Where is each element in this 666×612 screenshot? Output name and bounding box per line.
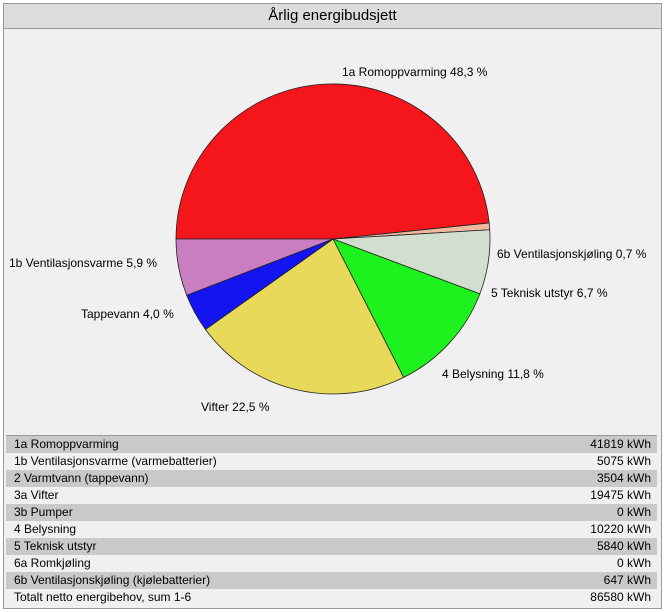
row-value: 19475 kWh bbox=[590, 488, 651, 502]
pie-chart-area: 1a Romoppvarming 48,3 % 6b Ventilasjonskj… bbox=[4, 29, 661, 434]
row-value: 0 kWh bbox=[616, 556, 651, 570]
row-label: 1b Ventilasjonsvarme (varmebatterier) bbox=[14, 454, 217, 468]
pie-slice-label: 6b Ventilasjonskjøling 0,7 % bbox=[497, 247, 647, 261]
row-label: 2 Varmtvann (tappevann) bbox=[14, 471, 149, 485]
row-value: 86580 kWh bbox=[590, 590, 651, 604]
table-row: 2 Varmtvann (tappevann) 3504 kWh bbox=[6, 470, 657, 487]
row-label: 6a Romkjøling bbox=[14, 556, 91, 570]
energy-table: 1a Romoppvarming 41819 kWh 1b Ventilasjons… bbox=[6, 435, 657, 606]
table-row: 5 Teknisk utstyr 5840 kWh bbox=[6, 538, 657, 555]
table-row: 6b Ventilasjonskjøling (kjølebatterier) 6… bbox=[6, 572, 657, 589]
table-row: 3b Pumper 0 kWh bbox=[6, 504, 657, 521]
pie-slice-label: 5 Teknisk utstyr 6,7 % bbox=[491, 286, 608, 300]
row-label: 1a Romoppvarming bbox=[14, 437, 119, 451]
row-value: 5840 kWh bbox=[596, 539, 651, 553]
row-label: 3a Vifter bbox=[14, 488, 59, 502]
row-label: 3b Pumper bbox=[14, 505, 73, 519]
pie-slice-label: 4 Belysning 11,8 % bbox=[442, 367, 544, 381]
table-row: 6a Romkjøling 0 kWh bbox=[6, 555, 657, 572]
panel-title: Årlig energibudsjett bbox=[4, 4, 661, 29]
pie-slice-label: 1a Romoppvarming 48,3 % bbox=[342, 65, 488, 79]
row-value: 0 kWh bbox=[616, 505, 651, 519]
table-row: 4 Belysning 10220 kWh bbox=[6, 521, 657, 538]
pie-slice bbox=[204, 238, 405, 395]
row-value: 647 kWh bbox=[603, 573, 651, 587]
pie-slice bbox=[175, 83, 490, 240]
row-label: Totalt netto energibehov, sum 1-6 bbox=[14, 590, 192, 604]
row-label: 4 Belysning bbox=[14, 522, 77, 536]
table-row: 1b Ventilasjonsvarme (varmebatterier) 507… bbox=[6, 453, 657, 470]
row-label: 6b Ventilasjonskjøling (kjølebatterier) bbox=[14, 573, 211, 587]
pie-slice-label: 1b Ventilasjonsvarme 5,9 % bbox=[9, 256, 157, 270]
table-row: 1a Romoppvarming 41819 kWh bbox=[6, 436, 657, 453]
row-label: 5 Teknisk utstyr bbox=[14, 539, 97, 553]
pie-chart: 1a Romoppvarming 48,3 % 6b Ventilasjonskj… bbox=[9, 65, 647, 414]
row-value: 10220 kWh bbox=[590, 522, 651, 536]
energy-budget-panel: Årlig energibudsjett 1a Romoppvarming 48… bbox=[3, 3, 662, 609]
pie-slice bbox=[332, 238, 481, 378]
row-value: 5075 kWh bbox=[596, 454, 651, 468]
pie-slice-label: Tappevann 4,0 % bbox=[81, 307, 174, 321]
row-value: 41819 kWh bbox=[590, 437, 651, 451]
table-row: Totalt netto energibehov, sum 1-6 86580 k… bbox=[6, 589, 657, 606]
row-value: 3504 kWh bbox=[596, 471, 651, 485]
pie-slice bbox=[175, 238, 334, 296]
pie-slice-label: Vifter 22,5 % bbox=[201, 400, 270, 414]
table-row: 3a Vifter 19475 kWh bbox=[6, 487, 657, 504]
